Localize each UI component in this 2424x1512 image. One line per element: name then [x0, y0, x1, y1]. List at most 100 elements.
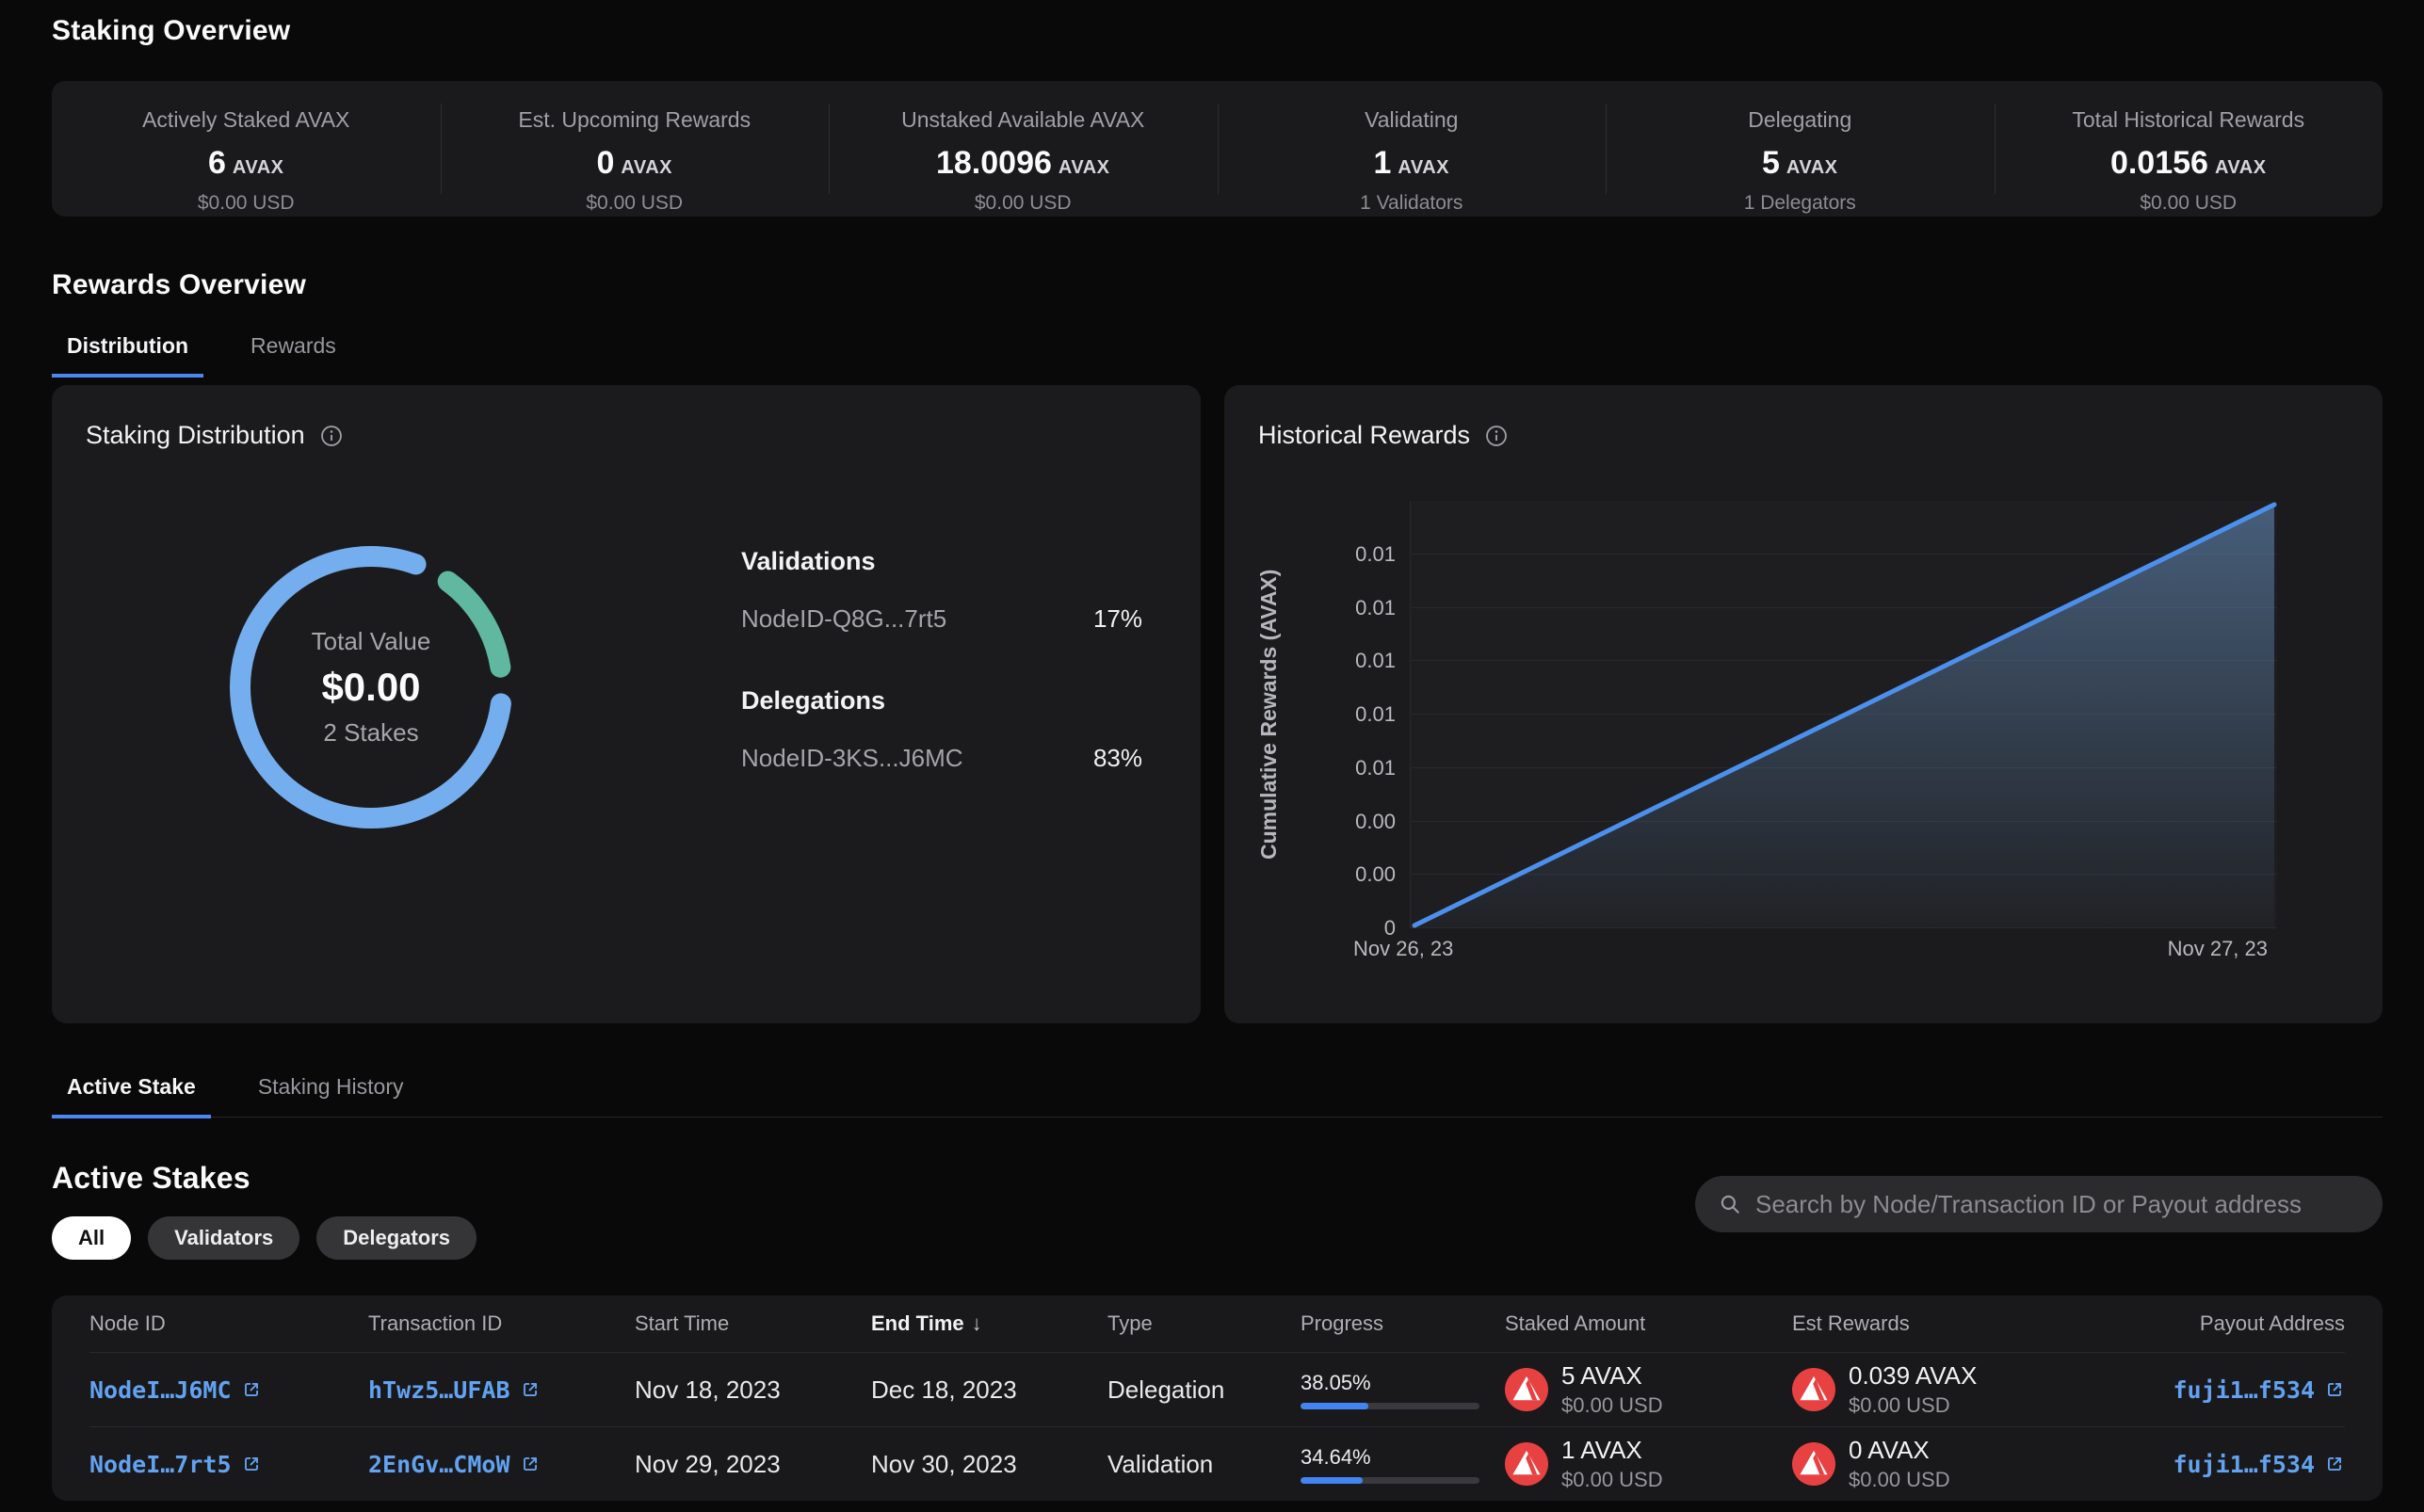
- stat-sub: 1 Validators: [1360, 192, 1463, 214]
- col-est-rewards[interactable]: Est Rewards: [1792, 1311, 1910, 1335]
- stake-type: Validation: [1107, 1449, 1214, 1478]
- progress-percent: 38.05%: [1301, 1370, 1371, 1394]
- delegation-node-id: NodeID-3KS...J6MC: [741, 744, 963, 772]
- external-link-icon: [2328, 1457, 2341, 1471]
- est-rewards: 0 AVAX: [1849, 1436, 1930, 1464]
- tab-rewards[interactable]: Rewards: [250, 333, 336, 358]
- col-start-time[interactable]: Start Time: [635, 1311, 730, 1335]
- x-axis-label-start: Nov 26, 23: [1353, 937, 1454, 960]
- payout-address-link[interactable]: fuji1…f534: [2173, 1451, 2345, 1478]
- stake-filters: All Validators Delegators: [52, 1216, 2383, 1260]
- col-progress[interactable]: Progress: [1301, 1311, 1384, 1335]
- staking-distribution-title: Staking Distribution: [86, 421, 305, 449]
- validation-node-id: NodeID-Q8G...7rt5: [741, 604, 947, 633]
- historical-rewards-chart: [1410, 501, 2277, 928]
- stat-unstaked-available: Unstaked Available AVAX 18.0096 AVAX $0.0…: [829, 81, 1218, 217]
- stat-validating: Validating 1 AVAX 1 Validators: [1217, 81, 1607, 217]
- historical-rewards-title: Historical Rewards: [1258, 421, 1471, 449]
- stat-label: Validating: [1365, 107, 1459, 132]
- active-stakes-header: Active Stakes All Validators Delegators: [52, 1161, 2383, 1260]
- donut-center-sub: 2 Stakes: [323, 718, 419, 747]
- node-id-link[interactable]: NodeI…7rt5: [89, 1451, 368, 1478]
- delegation-legend-row: NodeID-3KS...J6MC 83%: [741, 744, 1142, 773]
- est-rewards-cell: 0.039 AVAX $0.00 USD: [1792, 1361, 2060, 1418]
- avax-logo-icon: [1505, 1442, 1548, 1486]
- table-row: NodeI…7rt5 2EnGv…CMoW Nov 29, 2023 Nov 3…: [89, 1426, 2345, 1501]
- search-bar: [1695, 1176, 2383, 1232]
- donut-center: Total Value $0.00 2 Stakes: [220, 537, 522, 838]
- est-rewards-usd: $0.00 USD: [1849, 1393, 1950, 1417]
- stat-label: Actively Staked AVAX: [142, 107, 350, 132]
- stake-tabs: Active Stake Staking History: [52, 1074, 2383, 1118]
- staked-amount: 5 AVAX: [1561, 1361, 1642, 1390]
- filter-all[interactable]: All: [52, 1216, 132, 1260]
- stat-sub: $0.00 USD: [586, 192, 684, 214]
- staked-amount-cell: 1 AVAX $0.00 USD: [1505, 1436, 1792, 1492]
- col-payout-address[interactable]: Payout Address: [2199, 1311, 2345, 1335]
- donut-center-value: $0.00: [321, 665, 421, 709]
- stat-actively-staked: Actively Staked AVAX 6 AVAX $0.00 USD: [52, 81, 441, 217]
- search-input[interactable]: [1755, 1189, 2371, 1219]
- delegations-heading: Delegations: [741, 686, 886, 715]
- staked-usd: $0.00 USD: [1561, 1468, 1663, 1491]
- filter-validators[interactable]: Validators: [148, 1216, 300, 1260]
- start-time: Nov 29, 2023: [635, 1449, 781, 1478]
- staking-distribution-header: Staking Distribution: [52, 385, 1201, 450]
- rewards-cards-row: Staking Distribution Total Value $0.00 2…: [52, 385, 2383, 1023]
- progress-bar: [1301, 1476, 1479, 1484]
- est-rewards-cell: 0 AVAX $0.00 USD: [1792, 1436, 2060, 1492]
- tab-active-stake[interactable]: Active Stake: [52, 1074, 211, 1118]
- stat-delegating: Delegating 5 AVAX 1 Delegators: [1606, 81, 1995, 217]
- col-end-time[interactable]: End Time ↓: [871, 1311, 982, 1335]
- sort-descending-icon: ↓: [971, 1311, 982, 1335]
- stake-type: Delegation: [1107, 1375, 1225, 1404]
- progress-cell: 38.05%: [1301, 1371, 1505, 1409]
- col-node-id[interactable]: Node ID: [89, 1311, 166, 1335]
- progress-cell: 34.64%: [1301, 1445, 1505, 1484]
- col-staked-amount[interactable]: Staked Amount: [1505, 1311, 1646, 1335]
- historical-rewards-card: Historical Rewards Cumulative Rewards (A…: [1224, 385, 2383, 1023]
- node-id-link[interactable]: NodeI…J6MC: [89, 1376, 368, 1404]
- staking-overview-card: Actively Staked AVAX 6 AVAX $0.00 USD Est…: [52, 81, 2383, 217]
- info-icon[interactable]: [1484, 424, 1509, 448]
- rewards-line: [1412, 502, 2277, 928]
- info-icon[interactable]: [319, 424, 344, 448]
- col-type[interactable]: Type: [1107, 1311, 1153, 1335]
- stat-label: Total Historical Rewards: [2072, 107, 2305, 132]
- transaction-id-link[interactable]: hTwz5…UFAB: [368, 1376, 635, 1404]
- tab-distribution[interactable]: Distribution: [52, 333, 204, 378]
- stat-label: Unstaked Available AVAX: [901, 107, 1145, 132]
- payout-address-link[interactable]: fuji1…f534: [2173, 1376, 2345, 1404]
- stat-value: 0 AVAX: [596, 145, 673, 181]
- end-time: Nov 30, 2023: [871, 1449, 1017, 1478]
- avax-logo-icon: [1505, 1368, 1548, 1411]
- stat-label: Est. Upcoming Rewards: [518, 107, 751, 132]
- stat-sub: $0.00 USD: [974, 192, 1072, 214]
- delegation-percent: 83%: [1092, 744, 1142, 772]
- tab-staking-history[interactable]: Staking History: [257, 1074, 404, 1099]
- filter-delegators[interactable]: Delegators: [316, 1216, 477, 1260]
- col-transaction-id[interactable]: Transaction ID: [368, 1311, 503, 1335]
- donut-chart: [230, 546, 511, 828]
- end-time: Dec 18, 2023: [871, 1375, 1017, 1404]
- staked-amount-cell: 5 AVAX $0.00 USD: [1505, 1361, 1792, 1418]
- start-time: Nov 18, 2023: [635, 1375, 781, 1404]
- page-title: Staking Overview: [52, 15, 291, 46]
- table-header-row: Node ID Transaction ID Start Time End Ti…: [89, 1295, 2345, 1352]
- external-link-icon: [523, 1457, 537, 1471]
- stat-upcoming-rewards: Est. Upcoming Rewards 0 AVAX $0.00 USD: [440, 81, 830, 217]
- staking-distribution-card: Staking Distribution Total Value $0.00 2…: [52, 385, 1201, 1023]
- validation-legend-row: NodeID-Q8G...7rt5 17%: [741, 604, 1142, 634]
- transaction-id-link[interactable]: 2EnGv…CMoW: [368, 1451, 635, 1478]
- table-row: NodeI…J6MC hTwz5…UFAB Nov 18, 2023 Dec 1…: [89, 1352, 2345, 1426]
- validation-percent: 17%: [1092, 604, 1142, 633]
- stat-sub: $0.00 USD: [197, 192, 295, 214]
- rewards-tabs: Distribution Rewards: [52, 333, 2383, 378]
- rewards-overview-title: Rewards Overview: [52, 269, 307, 300]
- distribution-legend: Validations NodeID-Q8G...7rt5 17% Delega…: [741, 534, 1142, 773]
- rewards-line-chart: [1412, 502, 2277, 928]
- stat-total-historical-rewards: Total Historical Rewards 0.0156 AVAX $0.0…: [1994, 81, 2384, 217]
- external-link-icon: [244, 1383, 258, 1396]
- x-axis-label-end: Nov 27, 23: [2167, 937, 2268, 960]
